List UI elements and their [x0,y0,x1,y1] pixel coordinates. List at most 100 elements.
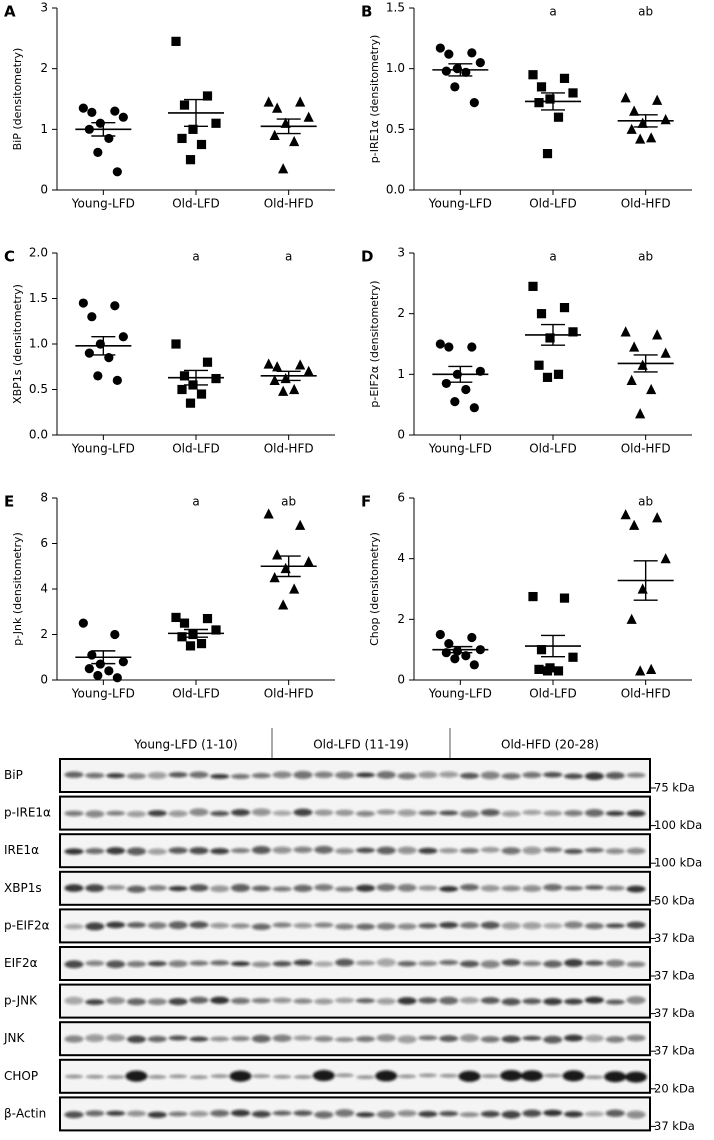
blot-group-label: Old-LFD (11-19) [313,738,409,752]
data-point [536,82,547,92]
data-point [177,133,187,144]
data-point [559,73,570,83]
data-point [104,133,114,144]
blot-band [189,996,209,1004]
blot-row-label: p-IRE1α [4,806,51,820]
data-point [87,650,97,660]
blot-band [251,997,271,1004]
data-point [435,43,445,53]
blot-band [293,770,313,779]
x-tick-label: Old-HFD [264,687,314,701]
data-point [272,549,283,560]
blot-band [335,809,355,816]
data-point [112,375,122,385]
significance-label: ab [638,250,653,264]
blot-band [543,810,563,817]
data-point [626,123,637,134]
blot-band [85,1110,105,1117]
blot-band [85,848,105,855]
blot-band [147,848,167,855]
kda-label: 20 kDa [654,1081,695,1095]
blot-band [126,885,146,893]
blot-band [251,808,271,816]
blot-band [210,810,230,817]
blot-band [626,1110,646,1119]
blot-band [355,884,375,892]
blot-band [543,960,563,968]
blot-band [210,848,230,855]
blot-band [168,810,188,817]
blot-band [272,922,292,928]
blot-band [459,884,479,891]
data-point [542,666,553,676]
blot-band [418,885,438,891]
blot-band [251,885,271,892]
data-point [171,36,181,46]
blot-band [314,1035,334,1042]
data-point [444,342,454,352]
blot-band [522,998,542,1005]
panel-letter: F [361,493,371,511]
significance-label: a [285,250,292,264]
x-tick-label: Old-HFD [264,442,314,456]
blot-band [439,960,459,966]
blot-band [625,1071,647,1083]
significance-label: ab [281,495,296,509]
blot-box [59,1058,651,1094]
blot-band [626,772,646,778]
data-point [303,111,314,122]
data-point [110,301,120,311]
blot-band [522,1035,542,1041]
y-tick-label: 0.0 [386,183,405,197]
blot-band [293,998,313,1004]
x-tick-label: Old-LFD [172,442,220,456]
data-point [211,373,221,384]
blot-row-label: XBP1s [4,881,42,895]
blot-band [564,1111,584,1118]
x-tick-label: Young-LFD [71,687,135,701]
blot-band [397,960,417,967]
data-point [110,106,120,116]
data-point [660,553,671,564]
data-point [646,383,657,395]
blot-band [584,1034,604,1042]
blot-band [584,885,604,890]
data-point [534,360,544,370]
data-point [202,91,213,101]
data-point [444,639,454,649]
blot-band [480,921,500,929]
data-point [179,618,190,628]
blot-bands [64,1034,646,1044]
blot-band [418,810,438,816]
data-point [450,397,460,407]
blot-band [231,884,251,892]
data-point [289,383,300,395]
y-axis-label: Chop (densitometry) [368,532,381,646]
blot-bands [64,883,646,893]
blot-band [418,1035,438,1041]
blot-band [376,922,396,930]
blot-band [168,921,188,930]
blot-band [418,1111,438,1118]
y-tick-label: 1 [40,122,48,136]
blot-band [480,997,500,1004]
data-point [171,612,181,623]
blot-band [147,772,167,779]
data-point [202,613,213,624]
blot-band [439,996,459,1005]
blot-bands [64,845,646,856]
blot-band [65,1074,83,1079]
blot-band [314,771,334,779]
blot-band [293,846,313,853]
blot-band [251,846,271,854]
blot-band [543,922,563,929]
x-tick-label: Young-LFD [71,197,135,211]
data-point [272,361,283,372]
blot-band [605,848,625,855]
data-point [295,96,306,107]
panel-letter: D [361,248,373,266]
blot-band [189,884,209,892]
data-point [303,365,314,376]
data-point [469,98,479,108]
blot-band [272,1110,292,1116]
